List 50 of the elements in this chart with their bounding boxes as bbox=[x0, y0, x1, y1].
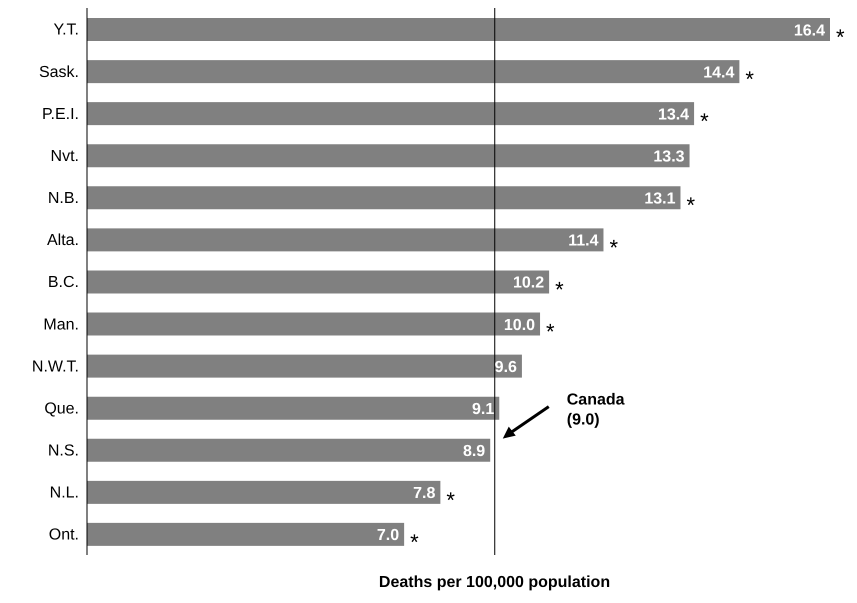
data-label: 10.2 bbox=[512, 274, 544, 292]
y-tick-label: Sask. bbox=[38, 64, 79, 81]
annotation: * bbox=[836, 24, 845, 50]
bar bbox=[87, 144, 690, 168]
bar bbox=[87, 102, 694, 126]
data-label: 13.3 bbox=[653, 148, 685, 166]
y-tick-label: Nvt. bbox=[50, 148, 79, 165]
annotation: * bbox=[686, 192, 696, 218]
bar bbox=[87, 60, 740, 84]
data-label: 8.9 bbox=[462, 443, 486, 460]
bar bbox=[87, 312, 540, 336]
y-tick-label: B.C. bbox=[48, 274, 79, 292]
y-tick-label: Y.T. bbox=[54, 22, 79, 39]
bar bbox=[87, 438, 490, 462]
bar bbox=[87, 522, 404, 546]
bar bbox=[87, 186, 680, 210]
annotation: * bbox=[546, 318, 556, 344]
data-label: 7.0 bbox=[376, 527, 400, 544]
annotation: * bbox=[446, 487, 456, 512]
data-label: 13.4 bbox=[658, 106, 690, 124]
data-label: 13.1 bbox=[644, 190, 676, 208]
data-label: 9.6 bbox=[494, 358, 518, 376]
x-axis-title: Deaths per 100,000 population bbox=[378, 574, 610, 591]
data-label: 10.0 bbox=[504, 316, 536, 334]
bar bbox=[87, 354, 522, 378]
y-tick-label: N.B. bbox=[48, 190, 79, 208]
data-label: 9.1 bbox=[472, 400, 494, 418]
annotation: * bbox=[609, 234, 618, 260]
y-tick-label: Que. bbox=[44, 400, 79, 418]
annotation: * bbox=[745, 66, 754, 92]
bar bbox=[87, 396, 500, 420]
data-label: 7.8 bbox=[413, 485, 436, 502]
y-tick-label: P.E.I. bbox=[42, 106, 79, 123]
bar bbox=[87, 18, 830, 41]
annotation: * bbox=[410, 529, 420, 554]
y-tick-label: Man. bbox=[43, 316, 79, 334]
annotation: * bbox=[555, 276, 564, 302]
data-label: 16.4 bbox=[794, 22, 826, 40]
bar bbox=[87, 480, 440, 504]
ref-line-label: Canada (9.0) bbox=[566, 392, 625, 429]
y-tick-label: N.W.T. bbox=[32, 358, 79, 376]
y-tick-label: Ont. bbox=[48, 526, 79, 544]
data-label: 11.4 bbox=[568, 232, 599, 250]
y-tick-label: Alta. bbox=[46, 232, 79, 250]
annotation: * bbox=[700, 108, 710, 134]
y-tick-label: N.L. bbox=[50, 484, 79, 502]
y-tick-label: N.S. bbox=[48, 442, 79, 460]
data-label: 14.4 bbox=[703, 64, 734, 82]
bar bbox=[87, 270, 550, 294]
bar bbox=[87, 228, 604, 252]
